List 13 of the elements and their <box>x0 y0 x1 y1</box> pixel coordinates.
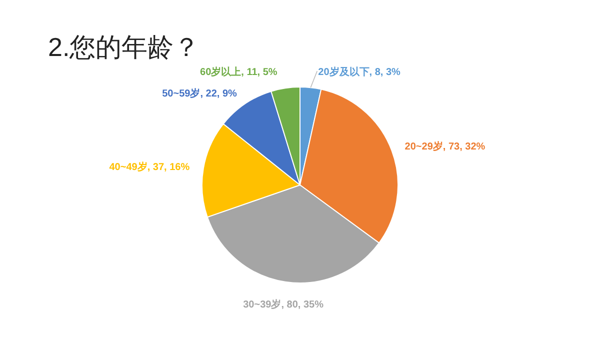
slice-label: 30~39岁 <box>243 298 282 311</box>
data-label: , 22, 9% <box>200 88 238 100</box>
chart-title: 2.您的年龄？ <box>48 32 200 62</box>
slice-label: 40~49岁 <box>109 161 148 174</box>
data-label: , 8, 3% <box>369 67 401 78</box>
data-label: , 73, 32% <box>442 142 486 153</box>
slice-label: 20~29岁 <box>404 140 443 153</box>
data-label: , 80, 35% <box>281 300 324 311</box>
data-label: , 11, 5% <box>241 67 278 78</box>
slice-label: 60岁以上 <box>200 66 242 78</box>
slice-label: 20岁及以下 <box>318 66 370 78</box>
slice-label: 50~59岁 <box>162 87 200 100</box>
data-label: , 37, 16% <box>147 162 190 174</box>
